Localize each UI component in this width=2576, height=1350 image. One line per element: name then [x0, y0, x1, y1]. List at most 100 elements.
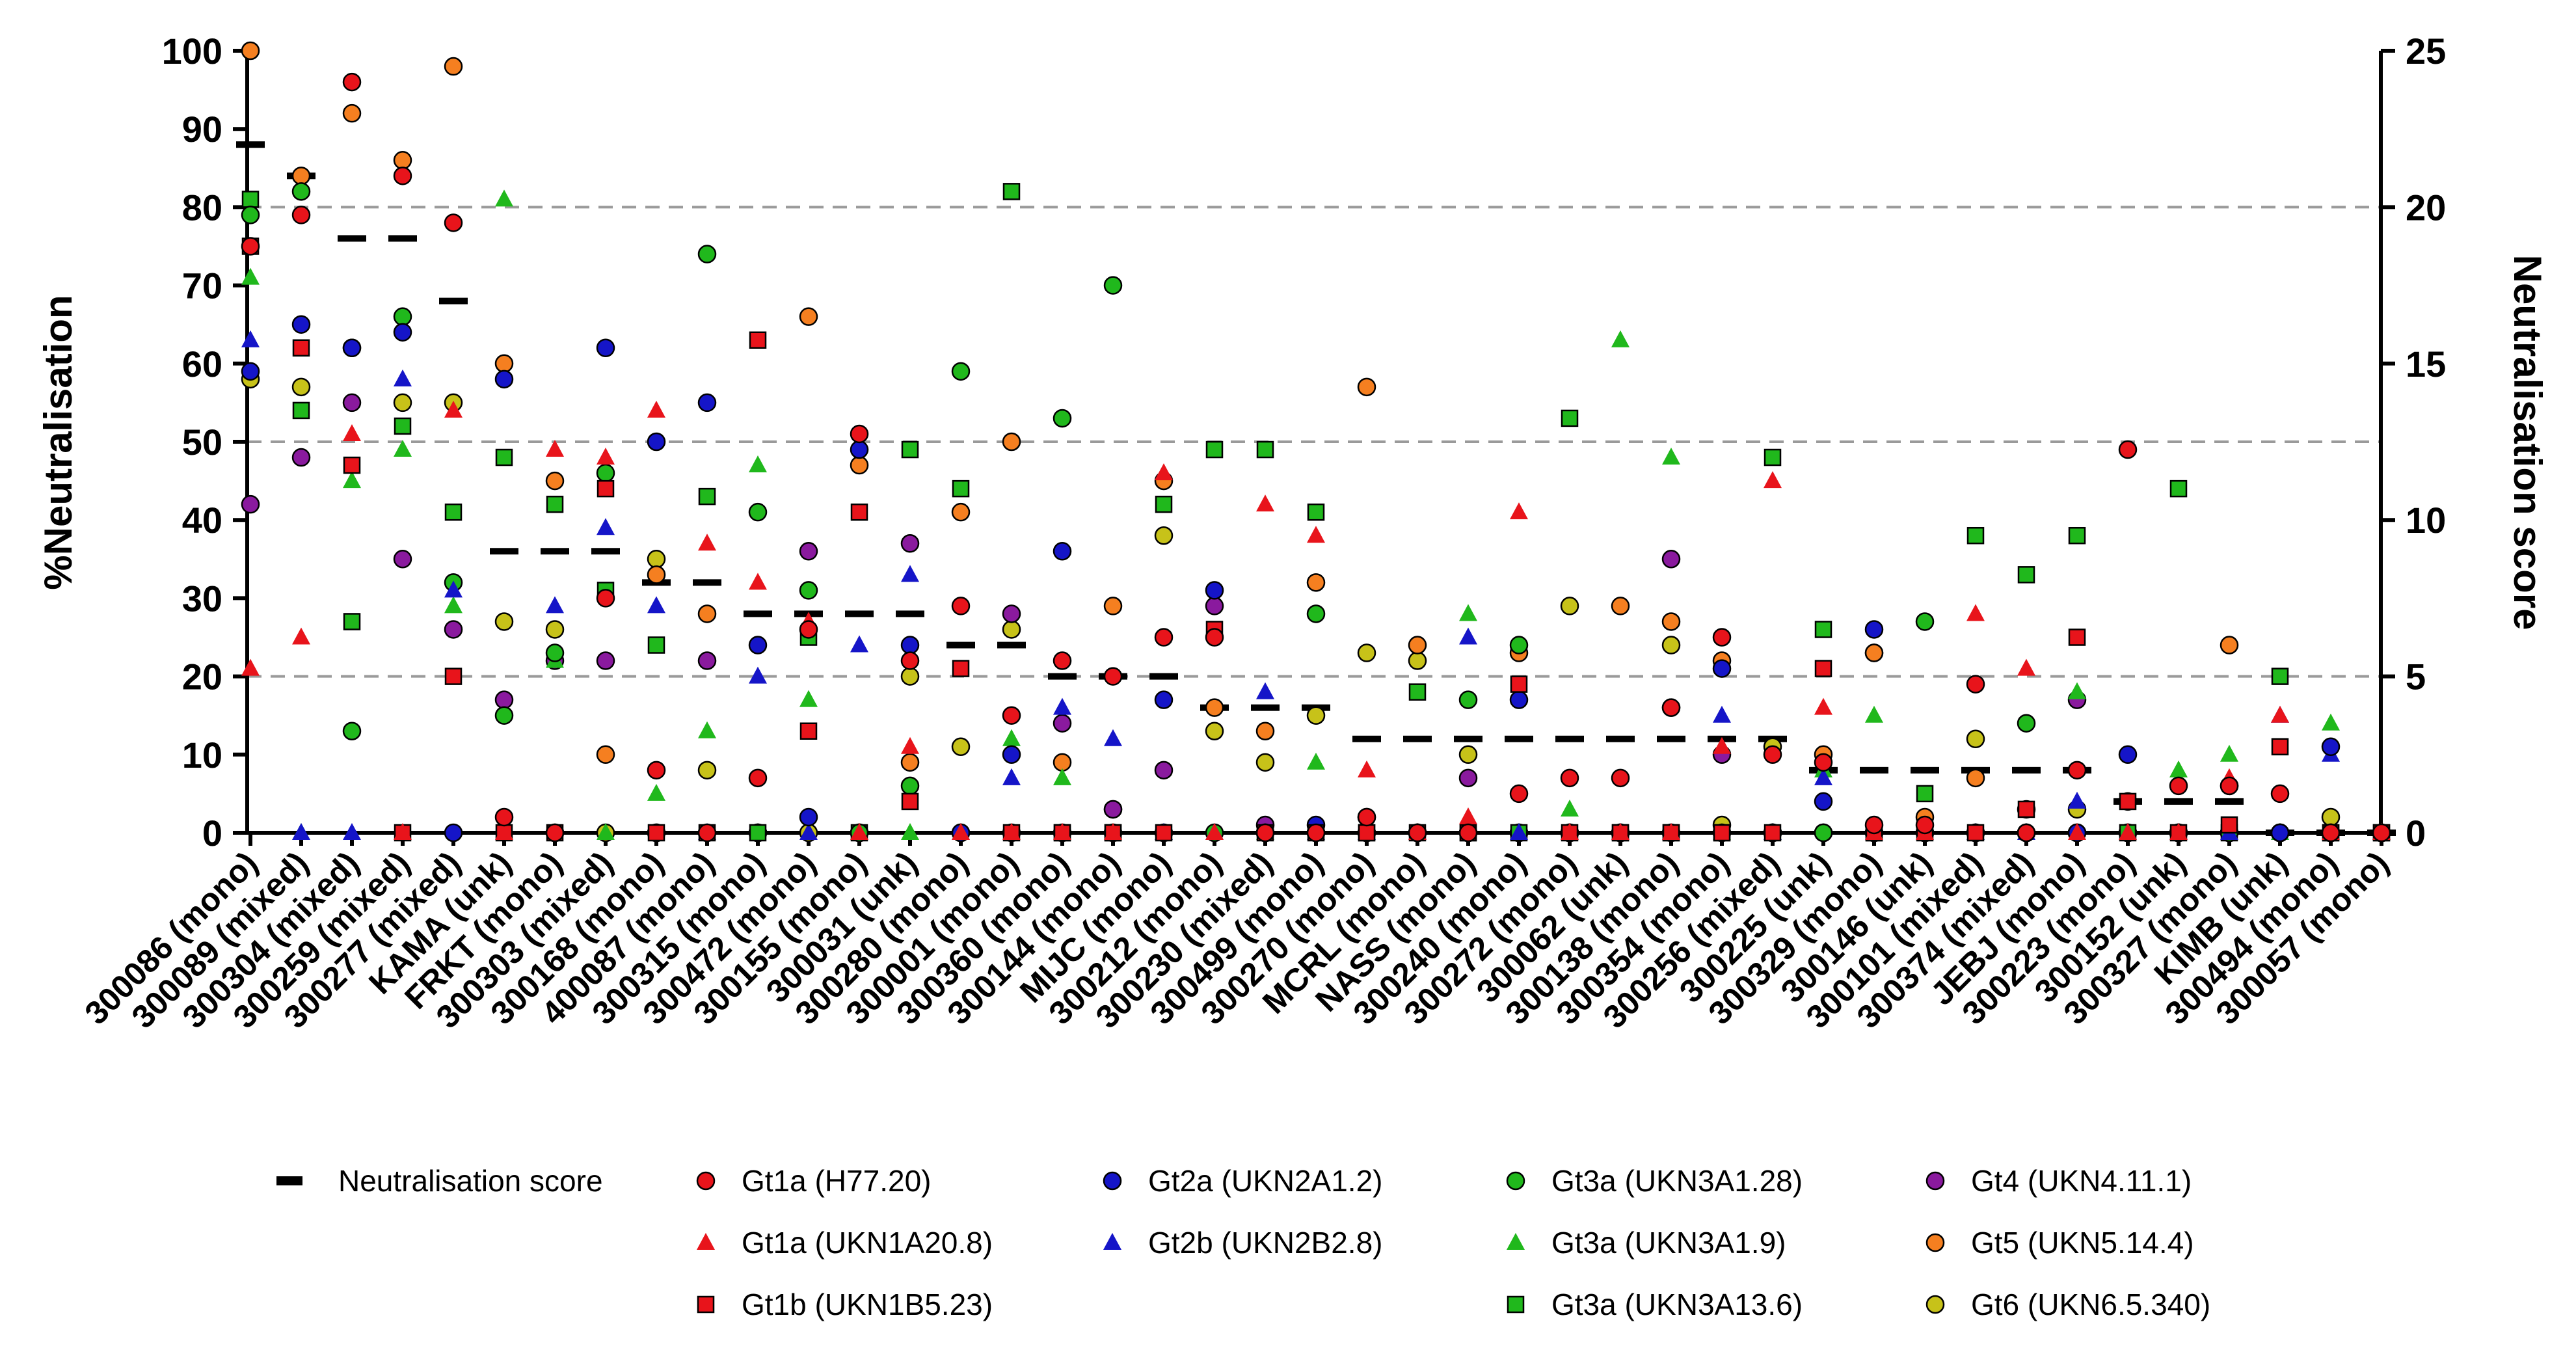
- data-point: [241, 41, 260, 61]
- data-point: [1814, 660, 1832, 677]
- data-point: [393, 550, 412, 569]
- data-point: [1256, 494, 1274, 512]
- data-point: [1154, 526, 1174, 545]
- data-point: [1408, 823, 1427, 843]
- y2-axis-title: Neutralisation score: [2506, 255, 2549, 630]
- data-point: [1713, 824, 1731, 842]
- data-point: [444, 620, 463, 639]
- data-point: [2322, 713, 2340, 731]
- data-point: [1408, 683, 1427, 701]
- data-point: [1509, 636, 1529, 655]
- y-tick-label: 80: [182, 187, 222, 228]
- data-point: [1611, 597, 1630, 615]
- data-point: [393, 167, 412, 185]
- data-point: [2068, 682, 2086, 699]
- data-point: [597, 518, 615, 535]
- data-point: [1814, 697, 1832, 715]
- data-point: [1713, 705, 1731, 723]
- legend-label: Gt5 (UKN5.14.4): [1971, 1226, 2194, 1260]
- data-point: [241, 658, 260, 676]
- data-point: [1459, 604, 1477, 621]
- data-point: [2270, 784, 2290, 803]
- data-point: [343, 471, 361, 489]
- data-point: [1205, 698, 1224, 717]
- data-point: [546, 596, 564, 614]
- data-point: [951, 597, 971, 615]
- data-point: [951, 737, 971, 757]
- data-point: [1713, 736, 1731, 754]
- legend-label: Gt4 (UKN4.11.1): [1971, 1164, 2192, 1198]
- legend-label: Gt2a (UKN2A1.2): [1148, 1164, 1382, 1198]
- data-point: [494, 354, 514, 373]
- data-point: [596, 463, 615, 483]
- score-mark: [1911, 766, 1939, 774]
- data-point: [1864, 620, 1884, 639]
- reference-lines: [247, 206, 2381, 678]
- data-point: [1002, 604, 1021, 623]
- data-point: [444, 503, 463, 521]
- data-point: [596, 589, 615, 608]
- legend-marker: [1925, 1295, 1945, 1314]
- y-axis-title: %Neutralisation: [36, 295, 80, 589]
- data-point: [1306, 573, 1326, 592]
- score-mark: [2012, 766, 2041, 774]
- data-point: [1002, 183, 1021, 200]
- score-mark: [236, 141, 265, 148]
- data-point: [799, 542, 818, 561]
- data-point: [900, 753, 920, 772]
- data-point: [291, 377, 311, 397]
- data-point: [900, 667, 920, 686]
- data-point: [1205, 628, 1224, 647]
- data-point: [495, 448, 513, 466]
- data-point: [1966, 675, 1985, 694]
- data-point: [1712, 628, 1732, 647]
- data-point: [494, 690, 514, 709]
- data-point: [494, 807, 514, 827]
- data-point: [1002, 768, 1021, 785]
- data-point: [292, 823, 310, 840]
- data-point: [1002, 745, 1021, 764]
- data-point: [597, 823, 615, 840]
- data-point: [1103, 667, 1123, 686]
- data-point: [1458, 768, 1478, 788]
- data-point: [1510, 675, 1528, 693]
- y2-tick-label: 5: [2406, 656, 2426, 697]
- data-point: [1205, 823, 1224, 840]
- data-point: [2119, 823, 2137, 840]
- data-point: [749, 824, 767, 842]
- data-point: [749, 331, 767, 349]
- data-point: [2220, 636, 2239, 655]
- score-mark: [1352, 735, 1381, 742]
- data-point: [1053, 409, 1072, 428]
- data-point: [343, 424, 361, 441]
- data-point: [1661, 636, 1681, 655]
- data-point: [2169, 479, 2188, 498]
- y-tick-label: 70: [182, 265, 222, 306]
- data-point: [2118, 745, 2138, 764]
- score-mark: [744, 610, 772, 617]
- data-point: [2068, 526, 2086, 545]
- legend-marker: [1507, 1295, 1525, 1314]
- data-point: [2220, 776, 2239, 796]
- score-mark: [2215, 798, 2244, 805]
- y-tick-label: 40: [182, 500, 222, 541]
- legend-label: Gt2b (UKN2B2.8): [1148, 1226, 1382, 1260]
- data-point: [1002, 432, 1021, 452]
- data-point: [952, 823, 970, 840]
- legend-marker: [697, 1295, 715, 1314]
- data-point: [1814, 753, 1833, 772]
- data-point: [596, 651, 615, 670]
- data-point: [697, 651, 717, 670]
- data-point: [1966, 768, 1985, 788]
- data-point: [901, 792, 919, 811]
- legend-marker: [1925, 1171, 1945, 1191]
- legend-marker: [1506, 1171, 1525, 1191]
- score-mark: [1403, 735, 1432, 742]
- data-point: [2169, 760, 2188, 777]
- data-point: [1053, 651, 1072, 670]
- data-point: [748, 636, 768, 655]
- y-tick-label: 0: [202, 813, 222, 854]
- data-point: [748, 768, 768, 788]
- data-point: [850, 503, 868, 521]
- data-point: [698, 721, 716, 738]
